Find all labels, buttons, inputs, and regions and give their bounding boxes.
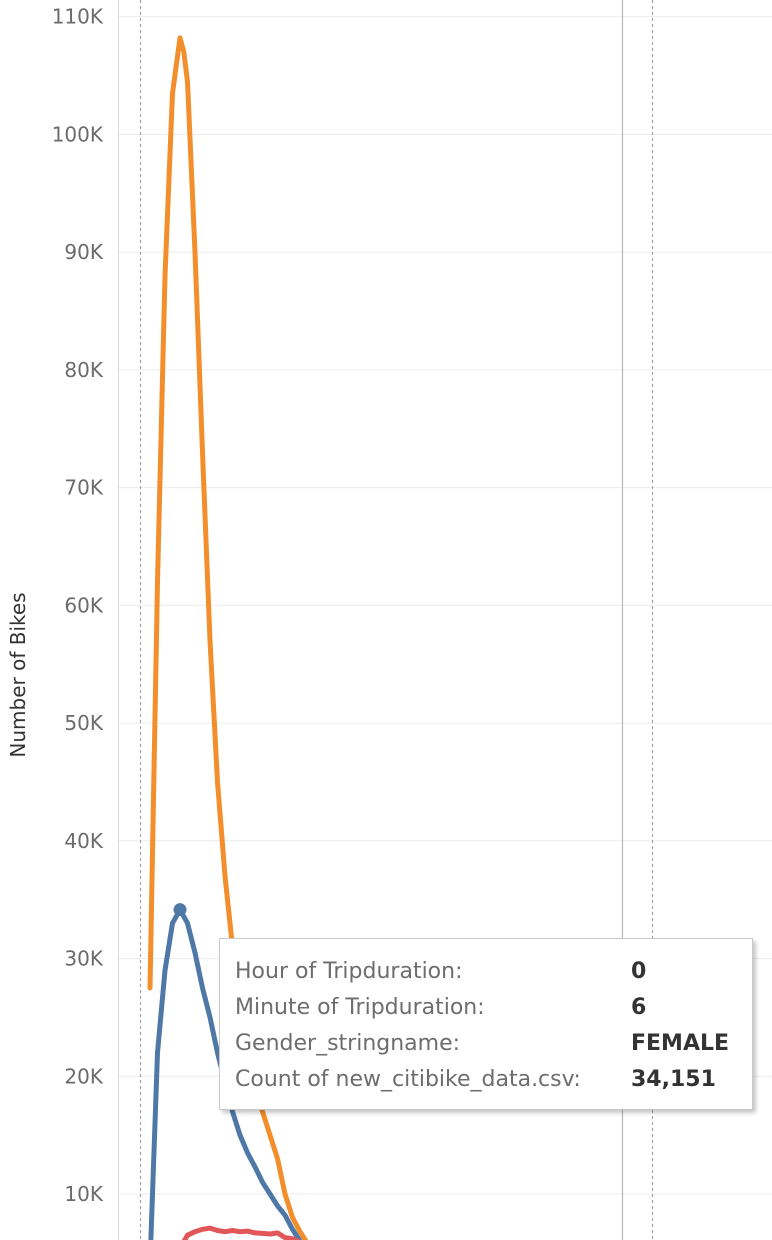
highlighted-point[interactable] [173,903,187,917]
y-axis-title: Number of Bikes [6,592,30,757]
tooltip-value: 0 [631,959,647,984]
tooltip-key: Count of new_citibike_data.csv: [235,1067,581,1092]
y-tick-label: 90K [64,240,103,264]
y-tick-label: 80K [64,358,103,382]
y-tick-label: 110K [52,5,104,29]
y-tick-label: 50K [64,711,103,735]
y-tick-label: 10K [64,1182,103,1206]
tooltip-value: 34,151 [631,1067,716,1092]
tooltip-key: Gender_stringname: [235,1031,461,1056]
series-line-blue[interactable] [148,907,368,1240]
y-tick-label: 60K [64,593,103,617]
tooltip-value: FEMALE [631,1031,730,1056]
tooltip-key: Hour of Tripduration: [235,959,463,984]
series-line-red[interactable] [180,1225,315,1240]
y-tick-label: 30K [64,947,103,971]
y-tick-label: 40K [64,829,103,853]
tooltip-value: 6 [631,995,647,1020]
y-tick-label: 70K [64,476,103,500]
y-axis: 10K 20K 30K 40K 50K 60K 70K 80K 90K 100K 110K [52,5,104,1206]
tooltip-key: Minute of Tripduration: [235,995,485,1020]
tooltip: Hour of Tripduration: 0 Minute of Tripdu… [219,938,753,1110]
y-tick-label: 20K [64,1064,103,1088]
y-tick-label: 100K [52,122,104,146]
